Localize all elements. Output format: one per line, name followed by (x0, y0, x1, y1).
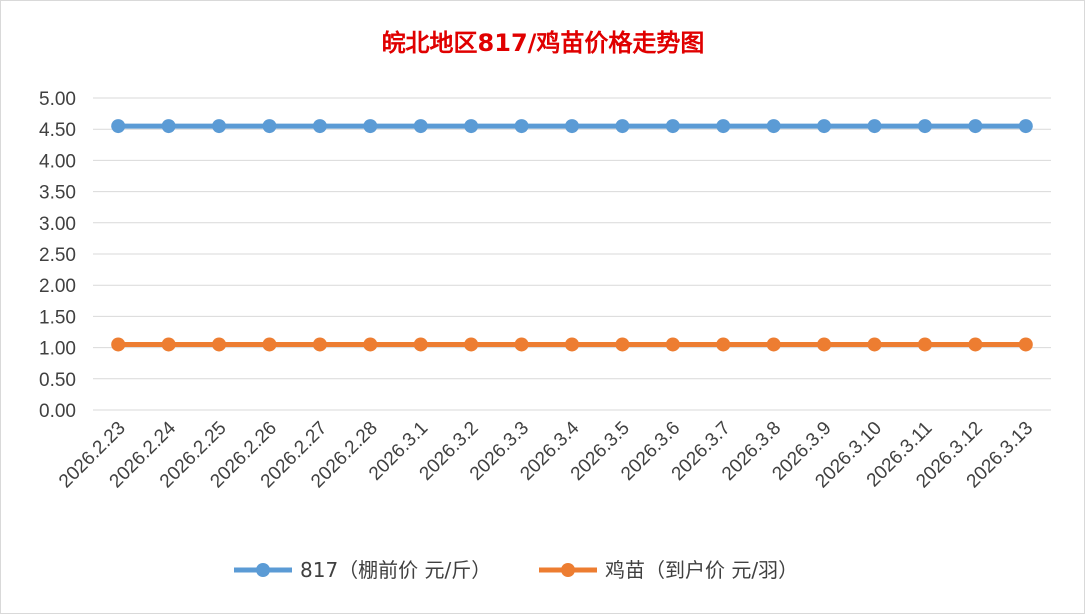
y-tick-label: 5.00 (39, 89, 76, 110)
data-point (514, 119, 529, 134)
data-point (111, 119, 126, 134)
legend-marker (561, 563, 575, 577)
data-point (615, 119, 630, 134)
legend-label: 鸡苗（到户价 元/羽） (605, 558, 798, 582)
data-point (262, 119, 277, 134)
y-tick-label: 4.50 (39, 120, 76, 141)
y-tick-label: 3.00 (39, 214, 76, 235)
data-point (413, 337, 428, 352)
legend: 817（棚前价 元/斤） 鸡苗（到户价 元/羽） (234, 558, 798, 582)
data-point (917, 337, 932, 352)
data-point (1018, 337, 1033, 352)
y-tick-label: 2.00 (39, 276, 76, 297)
legend-label: 817（棚前价 元/斤） (300, 558, 491, 582)
y-axis-ticks: 0.00 0.50 1.00 1.50 2.00 2.50 3.00 3.50 4.00 4.50… (39, 89, 76, 422)
y-tick-label: 4.00 (39, 151, 76, 172)
data-point (464, 337, 479, 352)
data-point (363, 337, 378, 352)
data-point (968, 119, 983, 134)
data-point (212, 119, 227, 134)
y-tick-label: 0.50 (39, 370, 76, 391)
data-point (766, 119, 781, 134)
data-point (766, 337, 781, 352)
x-axis-ticks: 2026.2.232026.2.242026.2.252026.2.262026… (55, 417, 1037, 492)
data-point (817, 337, 832, 352)
y-tick-label: 2.50 (39, 245, 76, 266)
data-point (716, 119, 731, 134)
y-tick-label: 3.50 (39, 183, 76, 204)
data-point (161, 337, 176, 352)
data-point (968, 337, 983, 352)
data-point (817, 119, 832, 134)
data-point (413, 119, 428, 134)
data-point (312, 119, 327, 134)
data-point (1018, 119, 1033, 134)
data-point (161, 119, 176, 134)
y-tick-label: 1.00 (39, 339, 76, 360)
y-tick-label: 1.50 (39, 307, 76, 328)
data-point (716, 337, 731, 352)
data-point (363, 119, 378, 134)
data-point (867, 337, 882, 352)
data-point (665, 119, 680, 134)
chart-title: 皖北地区817/鸡苗价格走势图 (382, 29, 705, 57)
data-point (262, 337, 277, 352)
gridlines (93, 97, 1051, 411)
y-tick-label: 0.00 (39, 401, 76, 422)
data-point (312, 337, 327, 352)
data-point (615, 337, 630, 352)
series-lines (111, 119, 1033, 352)
legend-marker (256, 563, 270, 577)
data-point (565, 337, 579, 352)
data-point (514, 337, 529, 352)
data-point (464, 119, 479, 134)
data-point (111, 337, 126, 352)
data-point (212, 337, 227, 352)
data-point (565, 119, 579, 134)
data-point (665, 337, 680, 352)
data-point (867, 119, 882, 134)
data-point (917, 119, 932, 134)
